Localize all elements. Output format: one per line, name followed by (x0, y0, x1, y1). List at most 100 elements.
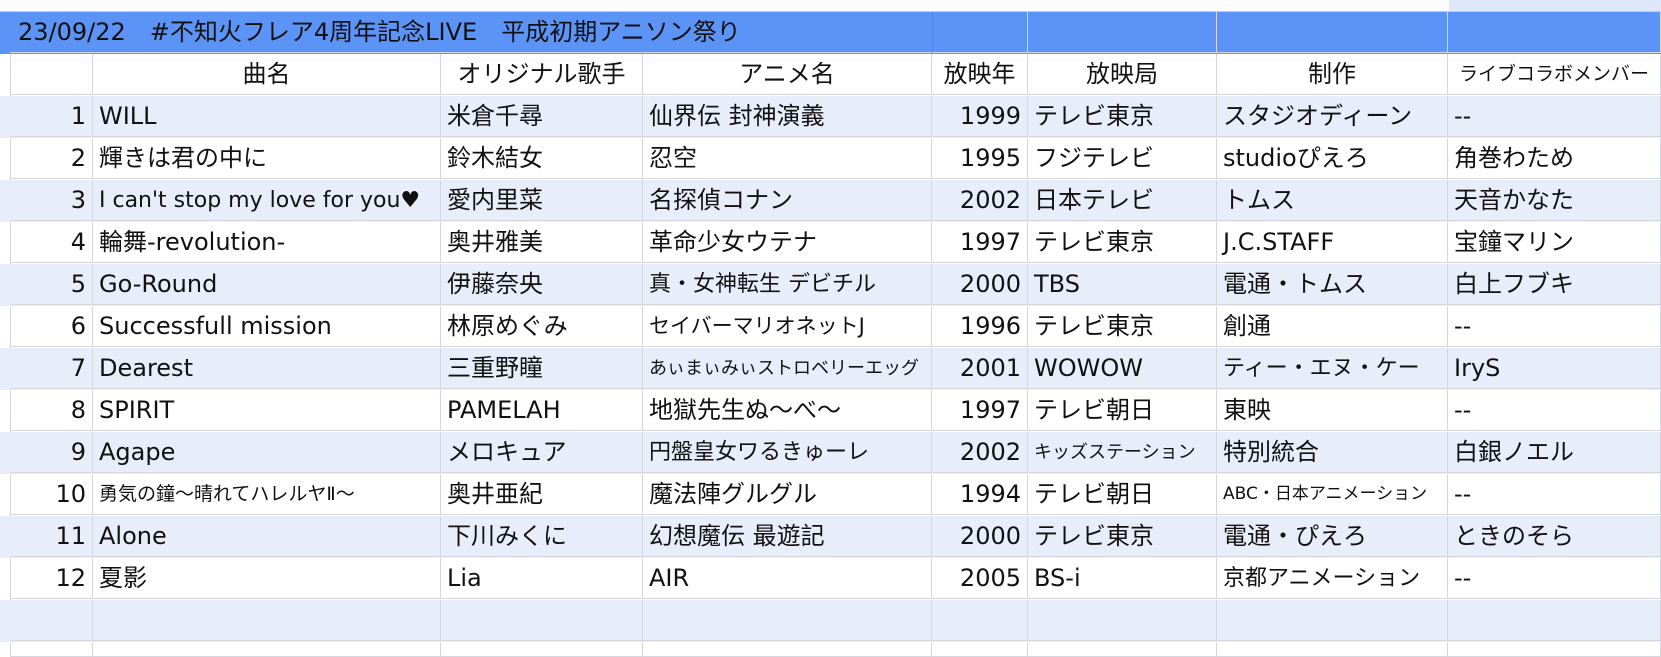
title-empty-cell[interactable] (1217, 12, 1448, 53)
cell-collab[interactable]: 白銀ノエル (1448, 432, 1661, 473)
cell-song[interactable]: Agape (93, 432, 441, 473)
cell-artist[interactable]: 伊藤奈央 (441, 264, 643, 305)
cell-artist[interactable]: 奥井雅美 (441, 222, 643, 263)
cell-year[interactable]: 2005 (932, 558, 1028, 599)
cell-artist[interactable]: 米倉千尋 (441, 96, 643, 137)
cell-studio[interactable]: 京都アニメーション (1217, 558, 1448, 599)
cell-year[interactable]: 1997 (932, 390, 1028, 431)
cell-station[interactable]: WOWOW (1028, 348, 1217, 389)
cell-year[interactable]: 2000 (932, 264, 1028, 305)
cell-collab[interactable]: 角巻わため (1448, 138, 1661, 179)
cell-song[interactable]: 夏影 (93, 558, 441, 599)
cell-station[interactable]: キッズステーション (1028, 432, 1217, 473)
cell-anime[interactable]: あぃまぃみぃストロベリーエッグ (643, 348, 932, 389)
cell-collab[interactable]: -- (1448, 474, 1661, 515)
cell-anime[interactable]: セイバーマリオネットJ (643, 306, 932, 347)
cell-anime[interactable]: 地獄先生ぬ～べ～ (643, 390, 932, 431)
cell-song[interactable]: I can't stop my love for you♥ (93, 180, 441, 221)
cell-studio[interactable]: studioぴえろ (1217, 138, 1448, 179)
cell-anime[interactable]: 円盤皇女ワるきゅーレ (643, 432, 932, 473)
cell-studio[interactable]: 創通 (1217, 306, 1448, 347)
empty-cell[interactable] (93, 600, 441, 641)
empty-cell[interactable] (10, 600, 93, 641)
header-cell-song[interactable]: 曲名 (93, 54, 441, 95)
cell-no[interactable]: 4 (10, 222, 93, 263)
cell-year[interactable]: 2001 (932, 348, 1028, 389)
cell-station[interactable]: テレビ東京 (1028, 96, 1217, 137)
empty-cell[interactable] (441, 642, 643, 657)
cell-no[interactable]: 7 (10, 348, 93, 389)
cell-year[interactable]: 1999 (932, 96, 1028, 137)
cell-year[interactable]: 1995 (932, 138, 1028, 179)
cell-no[interactable]: 10 (10, 474, 93, 515)
cell-song[interactable]: Dearest (93, 348, 441, 389)
cell-collab[interactable]: 白上フブキ (1448, 264, 1661, 305)
cell-year[interactable]: 2000 (932, 516, 1028, 557)
cell-no[interactable]: 2 (10, 138, 93, 179)
cell-studio[interactable]: スタジオディーン (1217, 96, 1448, 137)
cell-no[interactable]: 12 (10, 558, 93, 599)
empty-cell[interactable] (643, 642, 932, 657)
header-cell-artist[interactable]: オリジナル歌手 (441, 54, 643, 95)
cell-artist[interactable]: Lia (441, 558, 643, 599)
title-cell[interactable]: 23/09/22 #不知火フレア4周年記念LIVE 平成初期アニソン祭り (10, 12, 932, 53)
header-cell-station[interactable]: 放映局 (1028, 54, 1217, 95)
empty-cell[interactable] (1448, 600, 1661, 641)
header-cell-anime[interactable]: アニメ名 (643, 54, 932, 95)
cell-no[interactable]: 9 (10, 432, 93, 473)
cell-station[interactable]: テレビ朝日 (1028, 474, 1217, 515)
cell-collab[interactable]: IryS (1448, 348, 1661, 389)
cell-anime[interactable]: 幻想魔伝 最遊記 (643, 516, 932, 557)
cell-station[interactable]: テレビ朝日 (1028, 390, 1217, 431)
cell-studio[interactable]: 特別統合 (1217, 432, 1448, 473)
cell-song[interactable]: SPIRIT (93, 390, 441, 431)
header-cell-studio[interactable]: 制作 (1217, 54, 1448, 95)
cell-song[interactable]: 輝きは君の中に (93, 138, 441, 179)
cell-studio[interactable]: ティー・エヌ・ケー (1217, 348, 1448, 389)
cell-artist[interactable]: 林原めぐみ (441, 306, 643, 347)
cell-anime[interactable]: 革命少女ウテナ (643, 222, 932, 263)
cell-artist[interactable]: 下川みくに (441, 516, 643, 557)
cell-year[interactable]: 1994 (932, 474, 1028, 515)
title-empty-cell[interactable] (1028, 12, 1217, 53)
empty-cell[interactable] (1028, 600, 1217, 641)
cell-anime[interactable]: 仙界伝 封神演義 (643, 96, 932, 137)
empty-cell[interactable] (1028, 642, 1217, 657)
cell-song[interactable]: Alone (93, 516, 441, 557)
cell-anime[interactable]: 真・女神転生 デビチル (643, 264, 932, 305)
cell-studio[interactable]: ABC・日本アニメーション (1217, 474, 1448, 515)
cell-year[interactable]: 1996 (932, 306, 1028, 347)
header-cell-collab[interactable]: ライブコラボメンバー (1448, 54, 1661, 95)
cell-year[interactable]: 1997 (932, 222, 1028, 263)
cell-song[interactable]: WILL (93, 96, 441, 137)
cell-station[interactable]: テレビ東京 (1028, 306, 1217, 347)
cell-station[interactable]: テレビ東京 (1028, 222, 1217, 263)
cell-artist[interactable]: 愛内里菜 (441, 180, 643, 221)
cell-no[interactable]: 1 (10, 96, 93, 137)
cell-collab[interactable]: ときのそら (1448, 516, 1661, 557)
cell-artist[interactable]: 三重野瞳 (441, 348, 643, 389)
cell-no[interactable]: 11 (10, 516, 93, 557)
empty-cell[interactable] (932, 600, 1028, 641)
cell-song[interactable]: 勇気の鐘～晴れてハレルヤⅡ～ (93, 474, 441, 515)
cell-artist[interactable]: 鈴木結女 (441, 138, 643, 179)
cell-anime[interactable]: 魔法陣グルグル (643, 474, 932, 515)
cell-year[interactable]: 2002 (932, 432, 1028, 473)
header-cell-no[interactable] (10, 54, 93, 95)
cell-collab[interactable]: -- (1448, 96, 1661, 137)
cell-collab[interactable]: 宝鐘マリン (1448, 222, 1661, 263)
cell-song[interactable]: Successfull mission (93, 306, 441, 347)
cell-song[interactable]: 輪舞-revolution- (93, 222, 441, 263)
cell-no[interactable]: 8 (10, 390, 93, 431)
cell-collab[interactable]: -- (1448, 306, 1661, 347)
cell-artist[interactable]: PAMELAH (441, 390, 643, 431)
cell-anime[interactable]: 忍空 (643, 138, 932, 179)
cell-studio[interactable]: トムス (1217, 180, 1448, 221)
cell-station[interactable]: 日本テレビ (1028, 180, 1217, 221)
title-empty-cell[interactable] (1448, 12, 1661, 53)
cell-year[interactable]: 2002 (932, 180, 1028, 221)
cell-station[interactable]: TBS (1028, 264, 1217, 305)
empty-cell[interactable] (93, 642, 441, 657)
cell-station[interactable]: テレビ東京 (1028, 516, 1217, 557)
cell-anime[interactable]: 名探偵コナン (643, 180, 932, 221)
